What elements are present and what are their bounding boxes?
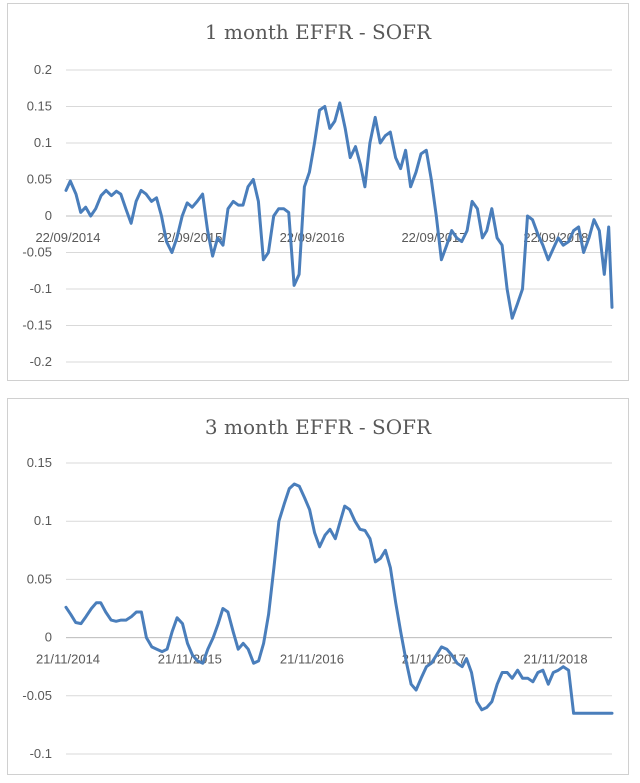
x-tick-label: 21/11/2014 <box>36 652 100 667</box>
y-tick-label: -0.1 <box>30 281 52 296</box>
chart-title: 1 month EFFR - SOFR <box>204 20 432 44</box>
chart-plot-3m: 0.15 0.1 0.05 0 -0.05 -0.1 21/11/2014 21/11/201… <box>22 455 614 761</box>
y-tick-label: 0.1 <box>34 513 52 528</box>
y-tick-label: 0.15 <box>27 99 52 114</box>
x-tick-label: 21/11/2016 <box>280 652 344 667</box>
y-tick-label: 0.05 <box>27 172 52 187</box>
series-line <box>64 482 614 715</box>
x-tick-label: 21/11/2015 <box>158 652 222 667</box>
chart-panel-1m: 1 month EFFR - SOFR 0.2 0.15 0.1 0.05 0 -0.05… <box>7 3 629 381</box>
x-tick-label: 22/09/2015 <box>157 230 222 245</box>
y-tick-label: -0.05 <box>22 245 52 260</box>
y-tick-label: 0 <box>45 630 52 645</box>
y-tick-label: 0.2 <box>34 62 52 77</box>
y-tick-label: 0 <box>45 208 52 223</box>
chart-plot-1m: 0.2 0.15 0.1 0.05 0 -0.05 -0.1 -0.15 -0.2 22/09/2… <box>22 62 614 369</box>
y-tick-label: -0.05 <box>22 688 52 703</box>
y-tick-label: -0.15 <box>22 318 52 333</box>
x-tick-label: 22/09/2014 <box>35 230 100 245</box>
series-line <box>64 101 614 320</box>
y-tick-label: 0.1 <box>34 135 52 150</box>
x-tick-label: 22/09/2016 <box>280 230 345 245</box>
y-tick-label: 0.05 <box>27 571 52 586</box>
chart-panel-3m: 3 month EFFR - SOFR 0.15 0.1 0.05 0 -0.05 -0.… <box>7 398 629 775</box>
y-tick-label: -0.1 <box>30 746 52 761</box>
y-tick-label: 0.15 <box>27 455 52 470</box>
chart-title: 3 month EFFR - SOFR <box>204 415 432 439</box>
x-tick-label: 21/11/2018 <box>524 652 588 667</box>
y-tick-label: -0.2 <box>30 354 52 369</box>
